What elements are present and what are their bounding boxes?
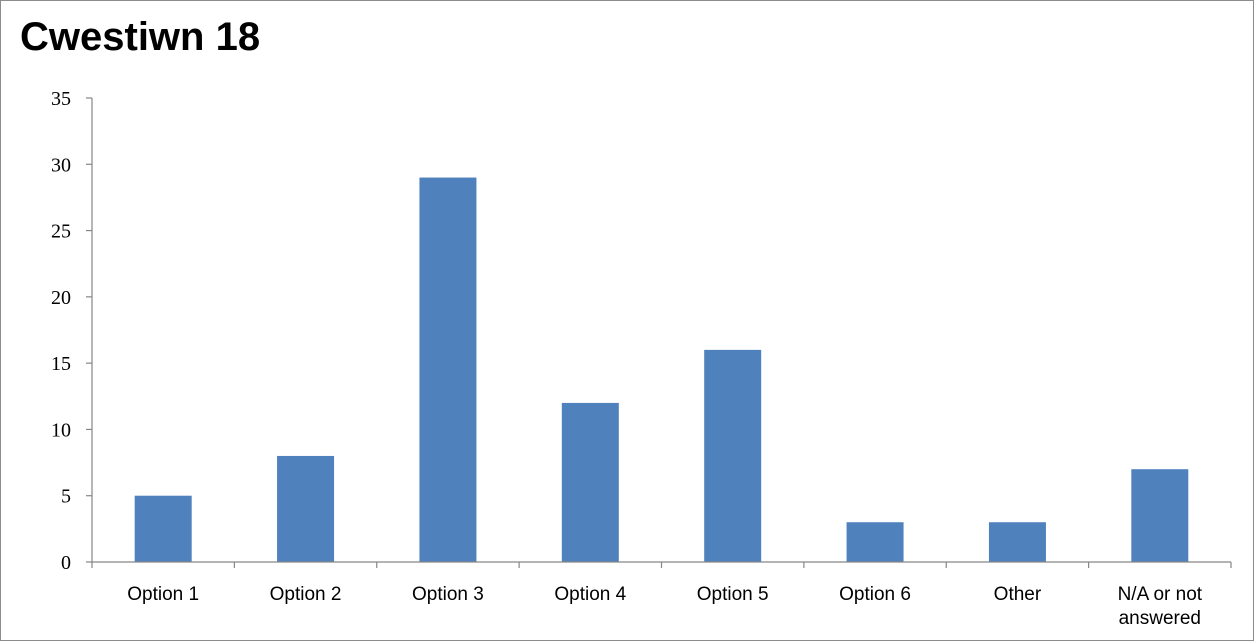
x-tick-label: Option 5 [697, 584, 769, 605]
bar-4 [561, 402, 619, 562]
y-tick-label: 30 [51, 154, 71, 176]
bar-7 [988, 522, 1046, 562]
y-tick-label: 15 [51, 353, 71, 375]
y-axis-ticks: 0 5 10 15 20 25 30 35 [51, 88, 92, 574]
y-tick-label: 0 [61, 552, 71, 574]
y-tick-label: 25 [51, 221, 71, 243]
bar-3 [419, 177, 477, 563]
x-tick-label: Option 3 [412, 584, 484, 605]
bar-5 [704, 349, 762, 562]
y-tick-label: 35 [51, 88, 71, 110]
x-tick-label: Option 4 [554, 584, 626, 605]
bar-1 [134, 495, 192, 562]
chart-title: Cwestiwn 18 [20, 15, 261, 59]
y-tick-label: 5 [61, 486, 71, 508]
y-tick-label: 10 [51, 419, 71, 441]
bar-2 [277, 455, 335, 562]
bar-6 [846, 522, 904, 562]
x-tick-label: Other [994, 584, 1042, 605]
bar-8 [1131, 469, 1189, 562]
x-axis-ticks: Option 1 Option 2 Option 3 Option 4 Option 5… [91, 562, 1232, 629]
x-tick-label: N/A or not answered [1118, 584, 1203, 629]
x-tick-label: Option 6 [839, 584, 911, 605]
x-tick-label: Option 2 [270, 584, 342, 605]
x-tick-label: Option 1 [127, 584, 199, 605]
y-tick-label: 20 [51, 287, 71, 309]
bars-group [134, 177, 1189, 563]
